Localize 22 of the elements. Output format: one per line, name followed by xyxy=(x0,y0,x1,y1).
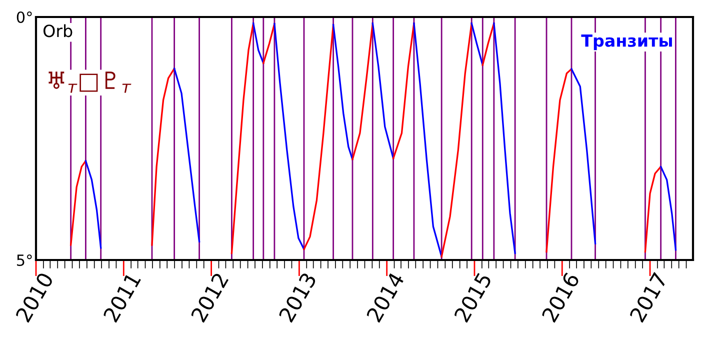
y-tick-label: 5° xyxy=(17,254,32,266)
line-series xyxy=(413,22,442,258)
line-series xyxy=(151,68,176,246)
line-series xyxy=(660,166,677,251)
line-series xyxy=(70,160,87,246)
annotation: Orb xyxy=(44,24,72,38)
line-series xyxy=(440,22,472,258)
line-series xyxy=(352,22,374,160)
line-series xyxy=(173,68,200,242)
line-series xyxy=(570,68,596,244)
annotation: ♅$_{т}$□♇$_{т}$ xyxy=(48,72,132,93)
line-series xyxy=(644,166,662,253)
line-series xyxy=(546,68,572,253)
line-series xyxy=(230,22,254,254)
y-tick-label: 0° xyxy=(16,11,32,24)
line-series xyxy=(493,22,516,254)
line-series xyxy=(332,24,354,160)
annotation: Транзиты xyxy=(581,34,672,50)
line-series xyxy=(84,160,102,249)
line-series xyxy=(392,22,415,160)
line-series xyxy=(372,22,394,160)
line-series xyxy=(274,22,305,250)
